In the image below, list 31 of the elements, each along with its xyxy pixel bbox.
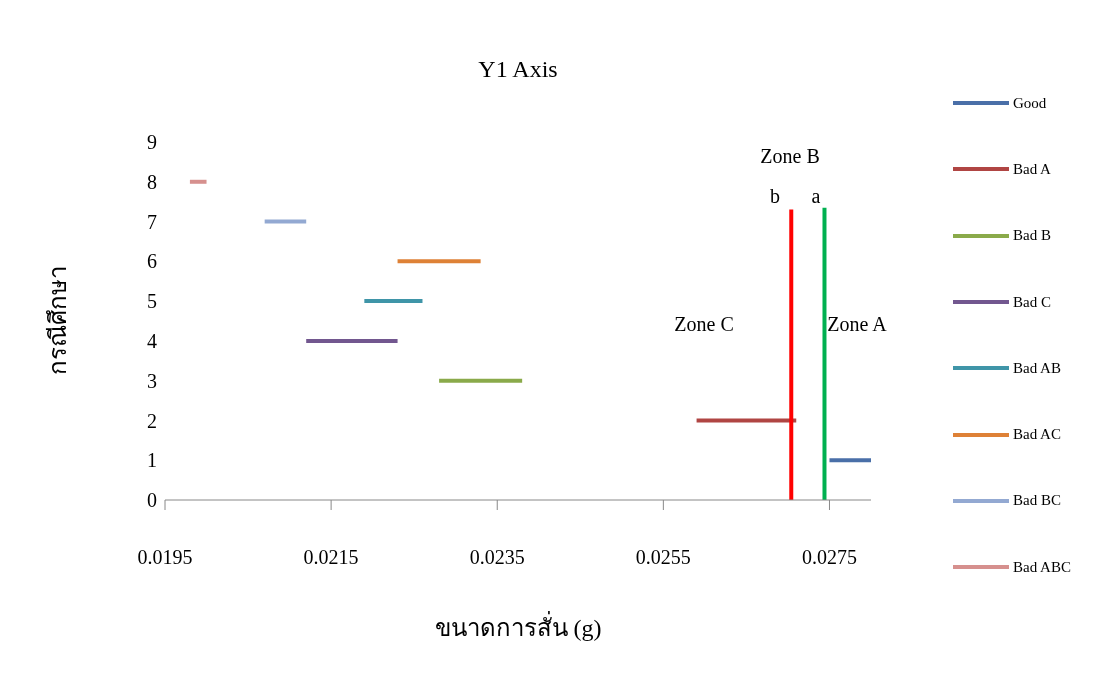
x-tick-label: 0.0195	[137, 546, 193, 569]
y-tick-label: 2	[147, 409, 157, 432]
legend-label: Bad B	[1013, 227, 1051, 245]
y-axis-title: กรณีศึกษา	[44, 264, 72, 377]
legend-label: Bad ABC	[1013, 558, 1071, 576]
legend-label: Bad AB	[1013, 359, 1061, 377]
y-tick-label: 3	[147, 369, 157, 392]
annotation: Zone A	[826, 312, 888, 336]
legend-label: Bad A	[1013, 160, 1051, 178]
annotation: a	[811, 185, 821, 207]
y-tick-label: 6	[147, 250, 157, 273]
y-tick-label: 5	[147, 290, 157, 313]
x-tick-label: 0.0255	[635, 546, 691, 569]
x-tick-label: 0.0235	[469, 546, 525, 569]
y-tick-label: 0	[147, 489, 157, 512]
y-tick-label: 9	[147, 131, 157, 154]
annotation: Zone B	[759, 144, 821, 168]
x-axis-title: ขนาดการสั่น (g)	[433, 610, 603, 643]
y-tick-label: 7	[147, 210, 157, 233]
y-tick-label: 1	[147, 449, 157, 472]
legend-label: Bad BC	[1013, 492, 1061, 510]
x-tick-label: 0.0275	[801, 546, 857, 569]
legend-label: Good	[1013, 94, 1047, 112]
y-tick-label: 4	[147, 329, 157, 352]
legend-label: Bad AC	[1013, 426, 1061, 444]
legend-label: Bad C	[1013, 293, 1051, 311]
annotation: b	[770, 185, 780, 207]
annotation: Zone C	[673, 312, 735, 336]
x-tick-label: 0.0215	[303, 546, 359, 569]
y-tick-label: 8	[147, 170, 157, 193]
chart-title: Y1 Axis	[477, 56, 559, 83]
